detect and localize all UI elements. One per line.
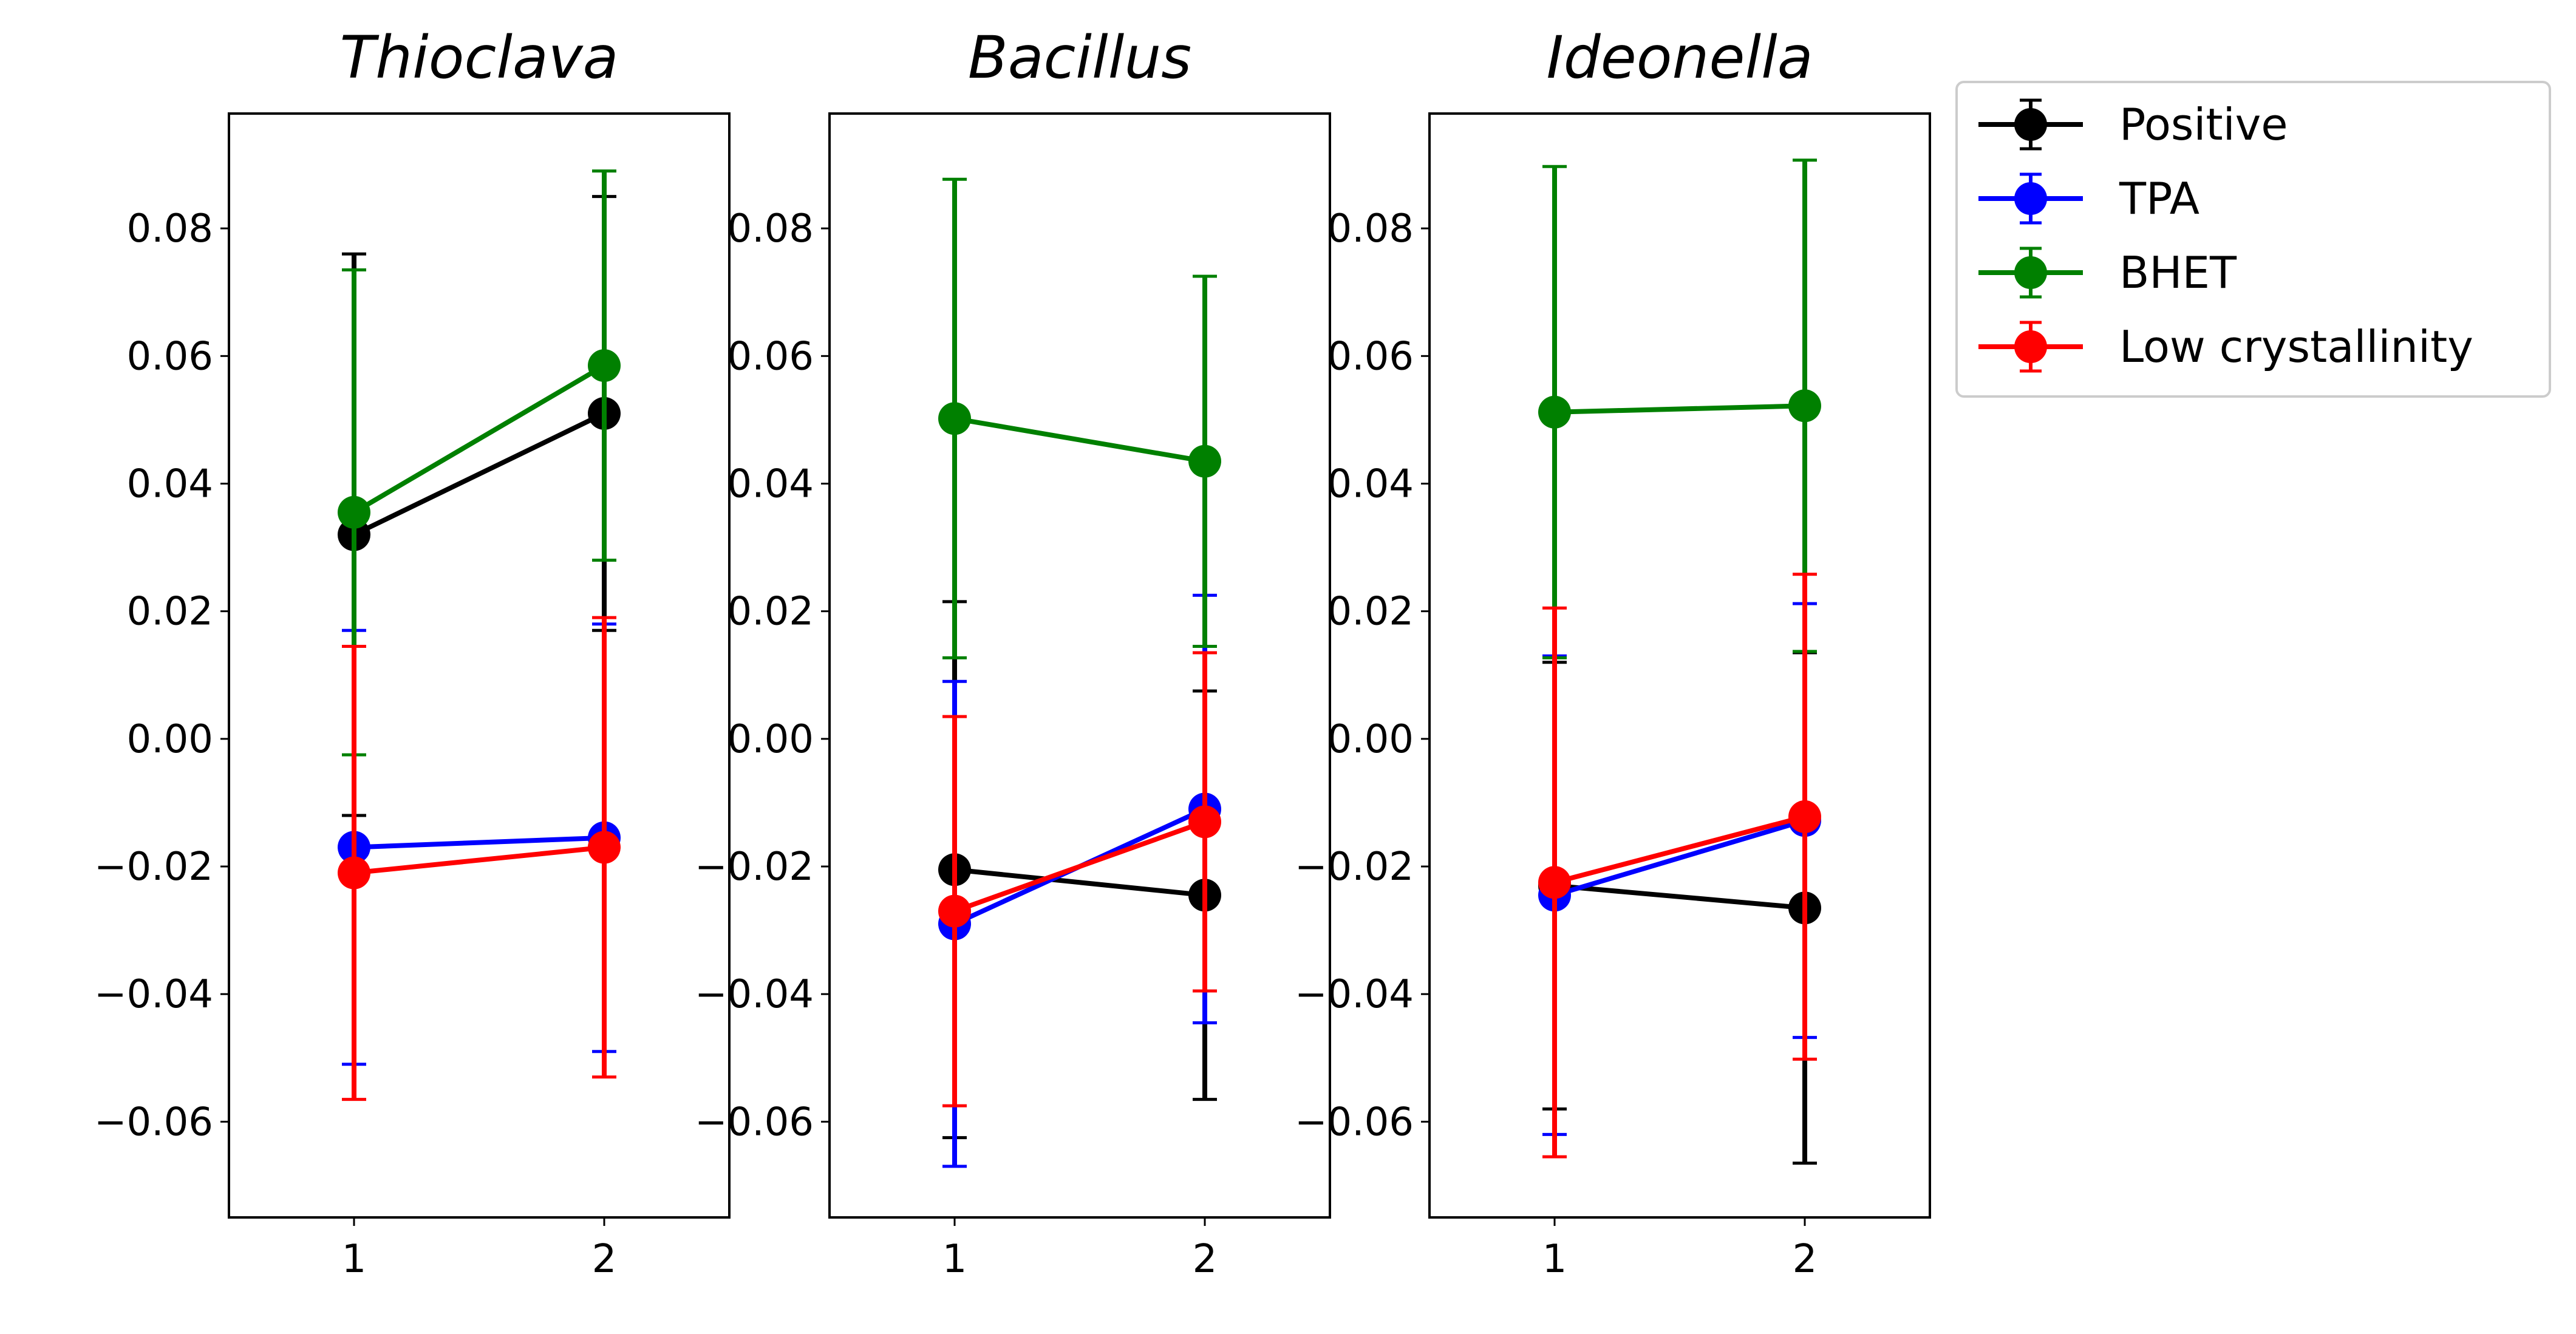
x-tick-label: 1 (342, 1237, 367, 1282)
y-tick-label: 0.02 (127, 590, 214, 635)
x-tick-label: 1 (1542, 1237, 1567, 1282)
y-tick-label: 0.00 (727, 717, 814, 762)
y-tick-label: −0.02 (1295, 845, 1414, 890)
series-line (1554, 883, 1805, 911)
legend-label: TPA (2119, 173, 2199, 224)
y-tick-label: −0.06 (695, 1100, 814, 1145)
y-tick-label: −0.04 (94, 972, 213, 1017)
y-tick-label: 0.06 (1327, 334, 1414, 379)
y-tick-label: −0.02 (94, 845, 213, 890)
series-line (352, 363, 606, 515)
legend: Positive TPA BHET Low crystallinity (1955, 81, 2551, 398)
y-tick-label: −0.04 (695, 972, 814, 1017)
panels: Thioclava 0.08 0.06 0.04 0.02 0.00 −0.02 −0.04 −… (94, 24, 1931, 1282)
series-bhet (938, 177, 1221, 659)
legend-entry-bhet: BHET (1978, 247, 2237, 299)
series-bhet (1538, 158, 1821, 659)
data-point (1188, 444, 1221, 478)
data-point (588, 831, 621, 864)
series-line (353, 835, 605, 850)
series-low-crystallinity (338, 616, 621, 1101)
panel-title: Bacillus (968, 24, 1191, 92)
y-tick-label: 0.00 (127, 717, 214, 762)
data-point (338, 495, 370, 529)
data-point (338, 856, 370, 890)
data-point (1538, 395, 1571, 429)
series-line (1554, 403, 1805, 415)
panel-title: Ideonella (1546, 24, 1813, 92)
panel-ideonella: Ideonella 0.08 0.06 0.04 0.02 0.00 −0.02 −0.04 −… (1295, 24, 1931, 1282)
legend-marker (2014, 108, 2047, 141)
data-point (588, 349, 621, 383)
y-tick-label: 0.08 (1327, 206, 1414, 251)
data-point (938, 402, 971, 435)
data-point (1788, 389, 1821, 423)
series-line (954, 416, 1205, 464)
legend-marker (2014, 182, 2047, 215)
y-tick-label: 0.08 (727, 206, 814, 251)
series-line (1553, 814, 1806, 885)
y-tick-label: −0.06 (94, 1100, 213, 1145)
y-tick-label: 0.02 (727, 590, 814, 635)
x-tick-label: 1 (942, 1237, 967, 1282)
legend-marker (2014, 330, 2047, 363)
panel-title: Thioclava (340, 24, 619, 92)
y-tick-label: 0.08 (127, 206, 214, 251)
series-line (953, 819, 1206, 914)
y-tick-label: −0.02 (695, 845, 814, 890)
panel-thioclava: Thioclava 0.08 0.06 0.04 0.02 0.00 −0.02 −0.04 −… (94, 24, 731, 1282)
panel-bacillus: Bacillus 0.08 0.06 0.04 0.02 0.00 −0.02 −0.04 −0… (695, 24, 1331, 1282)
y-tick-label: 0.04 (727, 462, 814, 507)
y-tick-label: −0.04 (1295, 972, 1414, 1017)
legend-marker (2014, 256, 2047, 289)
x-tick-label: 2 (592, 1237, 617, 1282)
y-tick-label: 0.04 (1327, 462, 1414, 507)
y-tick-label: 0.02 (1327, 590, 1414, 635)
legend-label: Positive (2119, 99, 2288, 150)
y-tick-label: 0.04 (127, 462, 214, 507)
y-tick-label: 0.00 (1327, 717, 1414, 762)
legend-entry-tpa: TPA (1978, 172, 2199, 225)
y-tick-label: 0.06 (127, 334, 214, 379)
x-tick-label: 2 (1793, 1237, 1818, 1282)
y-tick-label: 0.06 (727, 334, 814, 379)
axes-frame (1428, 112, 1931, 1219)
series-low-crystallinity (938, 651, 1221, 1108)
data-point (938, 894, 971, 928)
y-tick-label: −0.06 (1295, 1100, 1414, 1145)
series-line (353, 845, 605, 876)
axes-frame (228, 112, 731, 1219)
series-line (353, 411, 605, 537)
legend-label: Low crystallinity (2119, 321, 2473, 372)
legend-box (1955, 81, 2551, 398)
data-point (1538, 866, 1571, 899)
data-point (1788, 800, 1821, 834)
series-low-crystallinity (1538, 573, 1821, 1159)
legend-entry-low-crystallinity: Low crystallinity (1978, 321, 2473, 373)
legend-entry-positive: Positive (1978, 98, 2288, 151)
x-tick-label: 2 (1193, 1237, 1218, 1282)
data-point (1188, 805, 1221, 839)
series-line (954, 867, 1205, 898)
axes-frame (828, 112, 1331, 1219)
series-line (1553, 818, 1806, 898)
legend-label: BHET (2119, 247, 2237, 298)
